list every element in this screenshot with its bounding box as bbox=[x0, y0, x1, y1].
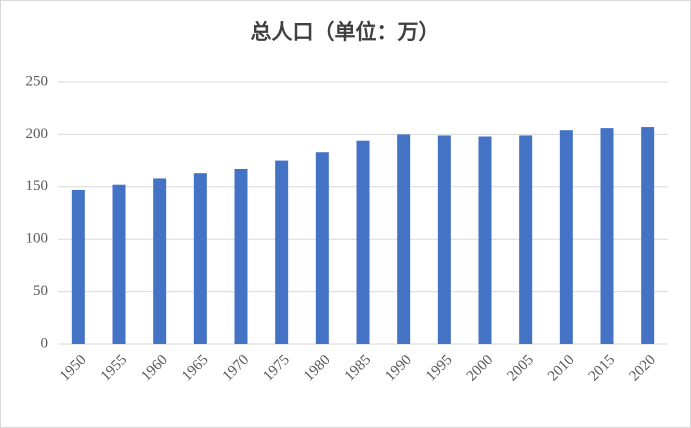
bar bbox=[71, 189, 85, 344]
bar bbox=[437, 135, 451, 344]
bar bbox=[641, 127, 655, 345]
bar bbox=[559, 130, 573, 344]
bar bbox=[356, 140, 370, 344]
bar bbox=[112, 184, 126, 344]
y-tick-label: 150 bbox=[26, 178, 49, 194]
y-tick-label: 250 bbox=[26, 73, 49, 89]
bar bbox=[478, 136, 492, 344]
y-tick-label: 200 bbox=[26, 126, 49, 142]
bar bbox=[193, 173, 207, 344]
y-tick-label: 0 bbox=[41, 335, 49, 351]
chart-title: 总人口（单位：万） bbox=[251, 20, 440, 44]
bar bbox=[397, 134, 411, 344]
bar bbox=[275, 160, 289, 344]
bar bbox=[234, 168, 248, 344]
bar bbox=[315, 152, 329, 344]
y-tick-label: 100 bbox=[26, 231, 49, 247]
bar bbox=[519, 135, 533, 344]
bar bbox=[600, 128, 614, 344]
y-tick-label: 50 bbox=[33, 283, 48, 299]
bar bbox=[153, 178, 167, 344]
